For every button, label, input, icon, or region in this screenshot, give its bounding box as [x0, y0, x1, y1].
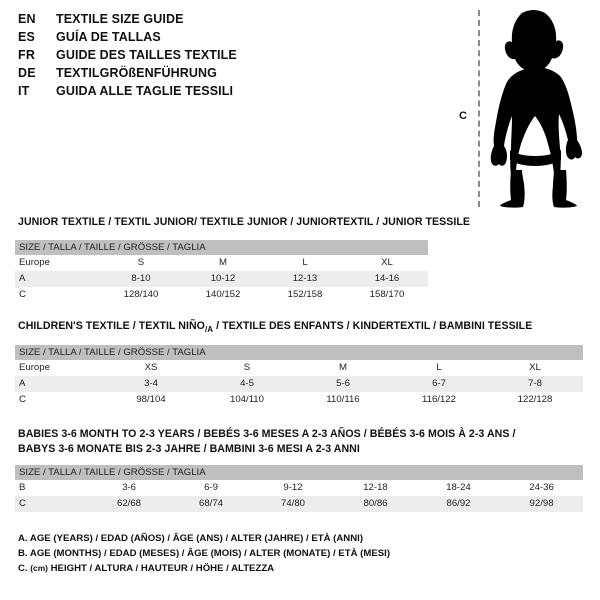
children-cell: XL — [487, 360, 584, 376]
babies-cell: 92/98 — [500, 496, 584, 512]
children-cell: 5-6 — [295, 376, 391, 392]
children-cell: 104/110 — [199, 392, 295, 408]
babies-cell: 24-36 — [500, 480, 584, 496]
babies-cell: 18-24 — [417, 480, 500, 496]
babies-size-table: SIZE / TALLA / TAILLE / GRÖSSE / TAGLIA … — [15, 465, 584, 512]
language-code-en: EN — [18, 12, 36, 26]
language-title-it: GUIDA ALLE TAGLIE TESSILI — [56, 84, 234, 98]
language-row-fr: FR GUIDE DES TAILLES TEXTILE — [18, 48, 438, 66]
babies-cell: 9-12 — [252, 480, 334, 496]
junior-row-label-c: C — [15, 287, 100, 303]
language-row-it: IT GUIDA ALLE TAGLIE TESSILI — [18, 84, 438, 102]
children-cell: XS — [103, 360, 199, 376]
height-measure-label: C — [459, 110, 467, 122]
language-title-de: TEXTILGRÖßENFÜHRUNG — [56, 66, 217, 80]
children-title-sub: /A — [204, 325, 214, 335]
children-row-label-a: A — [15, 376, 103, 392]
children-row-label-europe: Europe — [15, 360, 103, 376]
language-code-de: DE — [18, 66, 36, 80]
junior-cell: 8-10 — [100, 271, 182, 287]
table-row: A 3-4 4-5 5-6 6-7 7-8 — [15, 376, 584, 392]
babies-cell: 80/86 — [334, 496, 417, 512]
junior-cell: XL — [346, 255, 428, 271]
section-title-children: CHILDREN'S TEXTILE / TEXTIL NIÑO/A / TEX… — [18, 320, 532, 334]
babies-band-header-label: SIZE / TALLA / TAILLE / GRÖSSE / TAGLIA — [15, 465, 584, 480]
height-measure-dashed-line — [478, 10, 480, 207]
babies-cell: 12-18 — [334, 480, 417, 496]
children-cell: M — [295, 360, 391, 376]
junior-row-label-a: A — [15, 271, 100, 287]
legend-c-unit: (cm) — [30, 563, 48, 573]
legend-line-c: C. (cm) HEIGHT / ALTURA / HAUTEUR / HÖHE… — [18, 561, 390, 576]
babies-row-label-c: C — [15, 496, 88, 512]
children-cell: 6-7 — [391, 376, 487, 392]
legend-c-prefix: C. — [18, 563, 31, 574]
measurement-legend: A. AGE (YEARS) / EDAD (AÑOS) / ÂGE (ANS)… — [18, 531, 390, 576]
language-title-list: EN TEXTILE SIZE GUIDE ES GUÍA DE TALLAS … — [18, 12, 438, 102]
table-row: C 128/140 140/152 152/158 158/170 — [15, 287, 428, 303]
section-title-junior: JUNIOR TEXTILE / TEXTIL JUNIOR/ TEXTILE … — [18, 216, 471, 228]
junior-cell: 10-12 — [182, 271, 264, 287]
toddler-silhouette-icon — [490, 10, 582, 208]
babies-cell: 62/68 — [88, 496, 170, 512]
children-size-table: SIZE / TALLA / TAILLE / GRÖSSE / TAGLIA … — [15, 345, 584, 408]
babies-cell: 86/92 — [417, 496, 500, 512]
table-row: B 3-6 6-9 9-12 12-18 18-24 24-36 — [15, 480, 584, 496]
children-cell: 110/116 — [295, 392, 391, 408]
language-title-es: GUÍA DE TALLAS — [56, 30, 161, 44]
junior-cell: L — [264, 255, 346, 271]
children-cell: 116/122 — [391, 392, 487, 408]
children-cell: 3-4 — [103, 376, 199, 392]
table-row: Europe XS S M L XL — [15, 360, 584, 376]
height-measurement-diagram: C — [440, 6, 595, 211]
children-cell: 7-8 — [487, 376, 584, 392]
language-code-it: IT — [18, 84, 30, 98]
babies-title-line2: BABYS 3-6 MONATE BIS 2-3 JAHRE / BAMBINI… — [18, 443, 360, 455]
junior-cell: M — [182, 255, 264, 271]
children-band-header-label: SIZE / TALLA / TAILLE / GRÖSSE / TAGLIA — [15, 345, 584, 360]
legend-line-b: B. AGE (MONTHS) / EDAD (MESES) / ÂGE (MO… — [18, 548, 391, 559]
language-title-fr: GUIDE DES TAILLES TEXTILE — [56, 48, 237, 62]
children-cell: 98/104 — [103, 392, 199, 408]
junior-cell: 12-13 — [264, 271, 346, 287]
babies-row-label-b: B — [15, 480, 88, 496]
children-title-post: / TEXTILE DES ENFANTS / KINDERTEXTIL / B… — [213, 320, 533, 332]
junior-cell: S — [100, 255, 182, 271]
junior-size-table: SIZE / TALLA / TAILLE / GRÖSSE / TAGLIA … — [15, 240, 428, 303]
legend-c-text: HEIGHT / ALTURA / HAUTEUR / HÖHE / ALTEZ… — [47, 563, 275, 574]
table-row: Europe S M L XL — [15, 255, 428, 271]
junior-cell: 158/170 — [346, 287, 428, 303]
language-title-en: TEXTILE SIZE GUIDE — [56, 12, 184, 26]
junior-table-band-header: SIZE / TALLA / TAILLE / GRÖSSE / TAGLIA — [15, 240, 428, 255]
table-row: A 8-10 10-12 12-13 14-16 — [15, 271, 428, 287]
babies-cell: 68/74 — [170, 496, 252, 512]
junior-band-header-label: SIZE / TALLA / TAILLE / GRÖSSE / TAGLIA — [15, 240, 428, 255]
language-code-es: ES — [18, 30, 36, 44]
children-cell: 4-5 — [199, 376, 295, 392]
language-row-de: DE TEXTILGRÖßENFÜHRUNG — [18, 66, 438, 84]
junior-cell: 14-16 — [346, 271, 428, 287]
children-row-label-c: C — [15, 392, 103, 408]
children-title-pre: CHILDREN'S TEXTILE / TEXTIL NIÑO — [18, 320, 205, 332]
babies-cell: 74/80 — [252, 496, 334, 512]
children-cell: 122/128 — [487, 392, 584, 408]
children-table-band-header: SIZE / TALLA / TAILLE / GRÖSSE / TAGLIA — [15, 345, 584, 360]
children-cell: S — [199, 360, 295, 376]
junior-cell: 128/140 — [100, 287, 182, 303]
babies-title-line1: BABIES 3-6 MONTH TO 2-3 YEARS / BEBÉS 3-… — [18, 428, 516, 440]
babies-cell: 3-6 — [88, 480, 170, 496]
table-row: C 62/68 68/74 74/80 80/86 86/92 92/98 — [15, 496, 584, 512]
children-cell: L — [391, 360, 487, 376]
babies-table-band-header: SIZE / TALLA / TAILLE / GRÖSSE / TAGLIA — [15, 465, 584, 480]
legend-line-a: A. AGE (YEARS) / EDAD (AÑOS) / ÂGE (ANS)… — [18, 533, 364, 544]
language-code-fr: FR — [18, 48, 36, 62]
junior-cell: 140/152 — [182, 287, 264, 303]
junior-row-label-europe: Europe — [15, 255, 100, 271]
language-row-es: ES GUÍA DE TALLAS — [18, 30, 438, 48]
table-row: C 98/104 104/110 110/116 116/122 122/128 — [15, 392, 584, 408]
language-row-en: EN TEXTILE SIZE GUIDE — [18, 12, 438, 30]
section-title-babies: BABIES 3-6 MONTH TO 2-3 YEARS / BEBÉS 3-… — [18, 428, 515, 455]
babies-cell: 6-9 — [170, 480, 252, 496]
junior-cell: 152/158 — [264, 287, 346, 303]
